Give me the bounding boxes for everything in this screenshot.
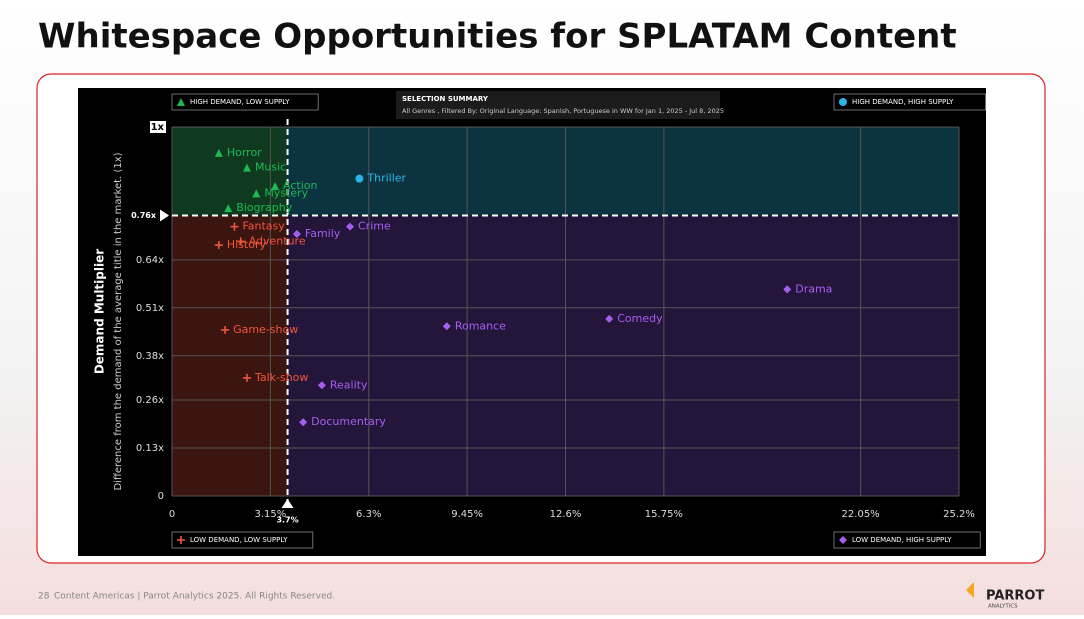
y-axis-label: Demand Multiplier — [93, 249, 107, 374]
y-axis-sublabel: Difference from the demand of the averag… — [113, 152, 124, 490]
point-label: Action — [283, 179, 317, 192]
data-point — [346, 222, 355, 231]
y-tick-label: 0.13x — [136, 443, 164, 454]
data-point — [221, 325, 230, 334]
legend-label: LOW DEMAND, HIGH SUPPLY — [852, 536, 952, 544]
data-point — [355, 174, 364, 183]
x-tick-label: 9.45% — [451, 509, 483, 520]
legend-label: HIGH DEMAND, LOW SUPPLY — [190, 98, 290, 106]
threshold-label: 3.7% — [276, 516, 298, 525]
legend-box — [171, 93, 319, 111]
legend-marker — [177, 536, 185, 544]
data-point — [252, 189, 261, 198]
point-label: Documentary — [311, 415, 386, 428]
threshold-label: 0.76x — [131, 211, 157, 220]
summary-title: SELECTION SUMMARY — [402, 95, 489, 103]
data-point — [442, 322, 451, 331]
threshold-arrow — [160, 209, 169, 222]
data-point — [242, 373, 251, 382]
point-label: Comedy — [617, 312, 663, 325]
point-label: Family — [305, 227, 341, 240]
y-tick-label: 0.51x — [136, 303, 164, 314]
legend-box — [833, 531, 981, 549]
data-point — [230, 222, 239, 231]
data-point — [783, 285, 792, 294]
point-label: Game-show — [233, 323, 298, 336]
x-tick-label: 22.05% — [842, 509, 880, 520]
point-label: Crime — [358, 220, 391, 233]
y-tick-label: 0 — [158, 491, 164, 502]
x-tick-label: 3.15% — [254, 509, 286, 520]
y-tick-label: 1x — [151, 122, 165, 133]
data-point — [224, 204, 233, 213]
legend-label: LOW DEMAND, LOW SUPPLY — [190, 536, 288, 544]
data-point — [214, 148, 223, 157]
x-tick-label: 25.2% — [943, 509, 975, 520]
point-label: Talk-show — [254, 371, 308, 384]
x-tick-label: 6.3% — [356, 509, 381, 520]
quadrant — [172, 127, 288, 216]
point-label: Music — [255, 161, 286, 174]
slide-title: Whitespace Opportunities for SPLATAM Con… — [38, 17, 957, 57]
summary-box — [396, 91, 720, 119]
y-tick-label: 0.64x — [136, 255, 164, 266]
data-point — [236, 237, 245, 246]
data-point — [292, 230, 301, 239]
legend-marker — [177, 98, 185, 106]
logo-sub: ANALYTICS — [988, 604, 1018, 610]
tick-box — [150, 121, 166, 133]
point-label: Biography — [236, 201, 293, 214]
footer-page: 28 — [38, 592, 50, 602]
point-label: Adventure — [249, 234, 306, 247]
y-tick-label: 0.26x — [136, 395, 164, 406]
quadrant — [287, 127, 959, 216]
legend-box — [171, 531, 314, 549]
data-point — [317, 381, 326, 390]
data-point — [299, 418, 308, 427]
point-label: Romance — [455, 319, 506, 332]
y-tick-label: 0.38x — [136, 351, 164, 362]
legend-box — [833, 93, 987, 111]
data-point — [271, 182, 280, 191]
x-tick-label: 15.75% — [645, 509, 683, 520]
data-point — [605, 314, 614, 323]
x-tick-label: 12.6% — [550, 509, 582, 520]
point-label: Fantasy — [242, 220, 285, 233]
point-label: Drama — [795, 282, 832, 295]
legend-marker — [839, 98, 847, 106]
point-label: Horror — [227, 146, 262, 159]
data-point — [242, 163, 251, 172]
threshold-arrow — [281, 499, 294, 508]
logo: PARROT — [986, 589, 1044, 604]
logo-icon — [966, 582, 974, 598]
legend-marker — [839, 536, 847, 544]
data-point — [214, 241, 223, 250]
summary-text: All Genres , Filtered By: Original Langu… — [402, 107, 724, 115]
point-label: Reality — [330, 378, 368, 391]
legend-label: HIGH DEMAND, HIGH SUPPLY — [852, 98, 954, 106]
x-tick-label: 0 — [169, 509, 175, 520]
footer-text: Content Americas | Parrot Analytics 2025… — [54, 592, 335, 602]
point-label: Thriller — [366, 172, 406, 185]
